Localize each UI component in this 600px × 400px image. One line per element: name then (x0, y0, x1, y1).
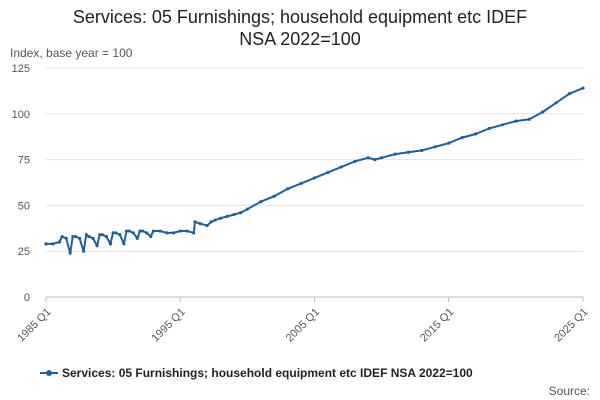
data-point (111, 231, 115, 235)
data-point (514, 119, 518, 123)
data-point (100, 233, 104, 237)
data-point (127, 229, 131, 233)
data-point (286, 187, 290, 191)
data-point (232, 212, 236, 217)
data-point (393, 152, 397, 156)
y-axis-ticks: 0 25 50 75 100 125 (12, 63, 30, 304)
chart-title: Services: 05 Furnishings; household equi… (0, 6, 600, 50)
data-point (60, 234, 64, 239)
data-point (149, 234, 153, 239)
y-tick-label: 75 (18, 155, 30, 167)
legend-label: Services: 05 Furnishings; household equi… (62, 366, 473, 380)
gridlines (46, 67, 583, 298)
series-line (46, 87, 584, 254)
data-point (135, 236, 139, 240)
data-point (118, 233, 122, 237)
data-point (44, 242, 48, 246)
chart-title-line-1: Services: 05 Furnishings; household equi… (72, 7, 528, 27)
data-point (299, 181, 303, 186)
data-point (239, 211, 243, 215)
data-point (474, 132, 478, 136)
data-point (433, 145, 437, 149)
y-tick-label: 125 (12, 63, 30, 75)
data-point (259, 200, 263, 204)
y-tick-label: 0 (24, 292, 30, 304)
y-tick-label: 100 (12, 109, 30, 121)
data-point (185, 229, 189, 233)
data-point (138, 229, 142, 233)
data-point (131, 231, 135, 235)
data-point (122, 242, 126, 246)
y-axis-label: Index, base year = 100 (10, 46, 133, 60)
x-axis-ticks: 1985 Q1 1995 Q1 2005 Q1 2015 Q1 2025 Q1 (15, 297, 591, 344)
data-point (541, 110, 545, 114)
data-point (51, 242, 55, 246)
data-point (192, 231, 196, 235)
data-point (225, 214, 229, 218)
data-point (500, 123, 505, 127)
x-tick-label: 2005 Q1 (284, 306, 322, 344)
data-point (81, 249, 86, 253)
data-point (209, 220, 213, 224)
data-point (91, 236, 95, 240)
data-point (460, 136, 464, 140)
data-point (141, 229, 145, 233)
x-tick-label: 2025 Q1 (552, 306, 590, 344)
data-point (353, 159, 357, 164)
data-point (406, 150, 411, 154)
data-point (158, 229, 162, 233)
data-point (380, 156, 384, 160)
legend-swatch (40, 368, 58, 378)
data-point (487, 126, 491, 131)
data-point (68, 251, 72, 255)
data-point (272, 194, 276, 198)
data-point (171, 231, 176, 235)
data-point (165, 231, 169, 235)
data-point (98, 233, 102, 237)
data-point (104, 234, 109, 239)
data-point (420, 148, 424, 153)
data-point (57, 240, 62, 244)
data-point (366, 156, 370, 160)
x-tick-label: 1995 Q1 (149, 306, 187, 344)
chart-title-line-2: NSA 2022=100 (239, 29, 361, 49)
data-point (527, 117, 531, 121)
data-point (312, 176, 317, 180)
data-point (218, 216, 223, 220)
data-point (554, 101, 558, 105)
data-point (145, 231, 149, 235)
legend: Services: 05 Furnishings; household equi… (40, 366, 473, 380)
data-point (373, 158, 377, 162)
data-point (205, 223, 209, 228)
data-point (581, 86, 585, 90)
legend-dot-marker (46, 370, 52, 376)
data-point (124, 229, 129, 233)
source-label: Source: (548, 384, 590, 398)
data-point (114, 231, 118, 235)
data-point (151, 229, 155, 233)
x-tick-label: 2015 Q1 (418, 306, 456, 344)
data-point (95, 244, 99, 248)
y-tick-label: 50 (18, 200, 30, 212)
data-point (213, 218, 217, 222)
data-point (73, 234, 78, 239)
data-point (108, 242, 113, 246)
data-point (447, 141, 451, 145)
data-point (64, 236, 68, 240)
data-point (178, 229, 182, 233)
data-point (77, 236, 82, 240)
data-point (245, 207, 249, 211)
data-point (84, 233, 88, 237)
data-point (326, 170, 330, 175)
data-point (87, 234, 91, 239)
x-tick-label: 1985 Q1 (15, 306, 53, 344)
data-point (71, 234, 75, 239)
data-point (193, 220, 197, 224)
data-point (567, 92, 572, 96)
y-tick-label: 25 (18, 246, 30, 258)
series-group (44, 86, 585, 255)
data-point (198, 222, 202, 226)
data-point (339, 165, 343, 169)
